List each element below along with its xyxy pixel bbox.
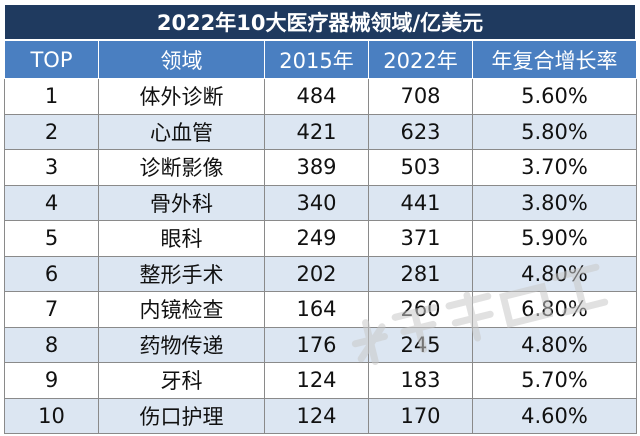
- value-2015-cell: 124: [264, 397, 369, 434]
- table-row: 6 整形手术 202 281 4.80%: [4, 255, 637, 292]
- rank-cell: 3: [4, 149, 99, 186]
- value-2022-cell: 260: [368, 291, 473, 328]
- rank-cell: 1: [4, 78, 99, 115]
- rank-cell: 7: [4, 291, 99, 328]
- table-row: 8 药物传递 176 245 4.80%: [4, 326, 637, 363]
- value-2022-cell: 281: [368, 255, 473, 292]
- table-title: 2022年10大医疗器械领域/亿美元: [4, 4, 636, 40]
- field-cell: 牙科: [98, 362, 265, 399]
- rank-cell: 4: [4, 184, 99, 221]
- value-2022-cell: 441: [368, 184, 473, 221]
- value-2022-cell: 503: [368, 149, 473, 186]
- cagr-cell: 4.80%: [472, 255, 637, 292]
- header-2022: 2022年: [368, 40, 473, 79]
- cagr-cell: 4.60%: [472, 397, 637, 434]
- header-rank: TOP: [4, 40, 99, 79]
- value-2015-cell: 389: [264, 149, 369, 186]
- table-row: 1 体外诊断 484 708 5.60%: [4, 78, 637, 115]
- table-row: 7 内镜检查 164 260 6.80%: [4, 291, 637, 328]
- device-market-table: TOP 领域 2015年 2022年 年复合增长率 1 体外诊断 484 708…: [4, 40, 637, 434]
- value-2015-cell: 340: [264, 184, 369, 221]
- cagr-cell: 5.70%: [472, 362, 637, 399]
- value-2022-cell: 623: [368, 113, 473, 150]
- field-cell: 诊断影像: [98, 149, 265, 186]
- value-2015-cell: 176: [264, 326, 369, 363]
- rank-cell: 8: [4, 326, 99, 363]
- field-cell: 体外诊断: [98, 78, 265, 115]
- rank-cell: 2: [4, 113, 99, 150]
- cagr-cell: 5.60%: [472, 78, 637, 115]
- field-cell: 心血管: [98, 113, 265, 150]
- header-row: TOP 领域 2015年 2022年 年复合增长率: [4, 40, 637, 79]
- table-row: 5 眼科 249 371 5.90%: [4, 220, 637, 257]
- rank-cell: 5: [4, 220, 99, 257]
- table-row: 4 骨外科 340 441 3.80%: [4, 184, 637, 221]
- data-table-sheet: 2022年10大医疗器械领域/亿美元 TOP 领域 2015年 2022年 年复…: [4, 4, 637, 434]
- table-row: 10 伤口护理 124 170 4.60%: [4, 397, 637, 434]
- value-2022-cell: 371: [368, 220, 473, 257]
- rank-cell: 9: [4, 362, 99, 399]
- value-2022-cell: 170: [368, 397, 473, 434]
- value-2015-cell: 421: [264, 113, 369, 150]
- field-cell: 整形手术: [98, 255, 265, 292]
- cagr-cell: 3.80%: [472, 184, 637, 221]
- value-2022-cell: 708: [368, 78, 473, 115]
- value-2022-cell: 245: [368, 326, 473, 363]
- field-cell: 骨外科: [98, 184, 265, 221]
- table-row: 9 牙科 124 183 5.70%: [4, 362, 637, 399]
- rank-cell: 6: [4, 255, 99, 292]
- value-2015-cell: 124: [264, 362, 369, 399]
- table-row: 2 心血管 421 623 5.80%: [4, 113, 637, 150]
- field-cell: 眼科: [98, 220, 265, 257]
- cagr-cell: 5.80%: [472, 113, 637, 150]
- value-2015-cell: 484: [264, 78, 369, 115]
- rank-cell: 10: [4, 397, 99, 434]
- header-cagr: 年复合增长率: [472, 40, 637, 79]
- table-row: 3 诊断影像 389 503 3.70%: [4, 149, 637, 186]
- header-2015: 2015年: [264, 40, 369, 79]
- field-cell: 药物传递: [98, 326, 265, 363]
- field-cell: 伤口护理: [98, 397, 265, 434]
- value-2015-cell: 202: [264, 255, 369, 292]
- value-2015-cell: 249: [264, 220, 369, 257]
- cagr-cell: 6.80%: [472, 291, 637, 328]
- value-2022-cell: 183: [368, 362, 473, 399]
- cagr-cell: 5.90%: [472, 220, 637, 257]
- cagr-cell: 3.70%: [472, 149, 637, 186]
- header-field: 领域: [98, 40, 265, 79]
- cagr-cell: 4.80%: [472, 326, 637, 363]
- value-2015-cell: 164: [264, 291, 369, 328]
- field-cell: 内镜检查: [98, 291, 265, 328]
